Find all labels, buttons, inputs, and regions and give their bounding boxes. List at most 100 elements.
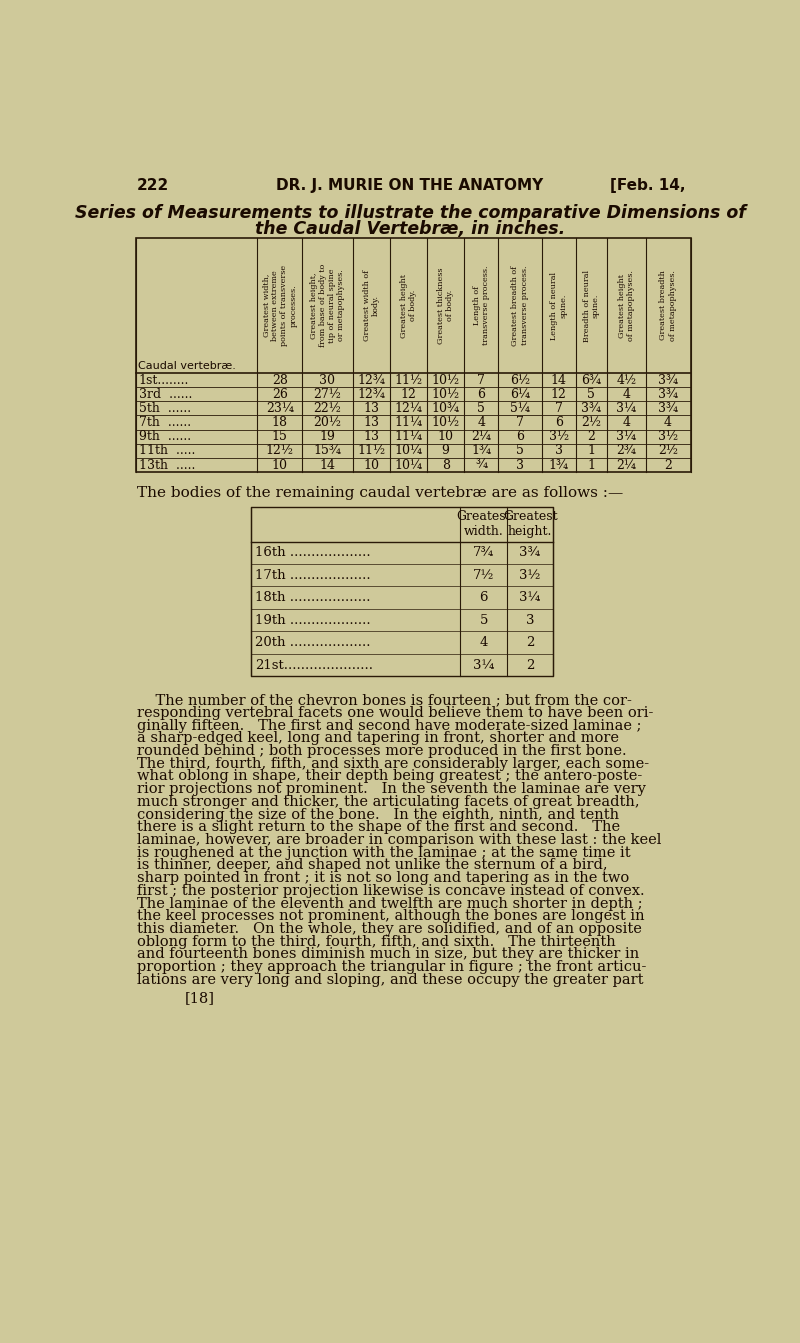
Text: 2: 2 bbox=[587, 430, 595, 443]
Text: 12¾: 12¾ bbox=[358, 373, 386, 387]
Text: is thinner, deeper, and shaped not unlike the sternum of a bird,: is thinner, deeper, and shaped not unlik… bbox=[138, 858, 608, 873]
Text: [18]: [18] bbox=[186, 991, 215, 1006]
Text: Greatest width of
body.: Greatest width of body. bbox=[362, 270, 380, 341]
Text: 5th  ......: 5th ...... bbox=[138, 402, 191, 415]
Text: 3: 3 bbox=[555, 445, 562, 458]
Text: 3¾: 3¾ bbox=[658, 373, 678, 387]
Text: 7½: 7½ bbox=[473, 568, 494, 582]
Text: The bodies of the remaining caudal vertebræ are as follows :—: The bodies of the remaining caudal verte… bbox=[138, 486, 623, 500]
Text: 7: 7 bbox=[516, 416, 524, 428]
Text: 13: 13 bbox=[363, 402, 379, 415]
Text: 3¾: 3¾ bbox=[658, 402, 678, 415]
Text: 7¾: 7¾ bbox=[473, 547, 494, 559]
Text: 13th  .....: 13th ..... bbox=[138, 459, 195, 471]
Text: the Caudal Vertebræ, in inches.: the Caudal Vertebræ, in inches. bbox=[255, 220, 565, 238]
Text: this diameter.   On the whole, they are solidified, and of an opposite: this diameter. On the whole, they are so… bbox=[138, 921, 642, 936]
Text: 20th ...................: 20th ................... bbox=[255, 637, 370, 649]
Text: lations are very long and sloping, and these occupy the greater part: lations are very long and sloping, and t… bbox=[138, 972, 644, 987]
Text: 10½: 10½ bbox=[431, 388, 460, 400]
Text: 4½: 4½ bbox=[616, 373, 636, 387]
Text: Greatest thickness
of body.: Greatest thickness of body. bbox=[437, 267, 454, 344]
Text: Length of
transverse process.: Length of transverse process. bbox=[473, 266, 490, 345]
Text: 1: 1 bbox=[587, 459, 595, 471]
Text: Greatest breadth of
transverse process.: Greatest breadth of transverse process. bbox=[511, 266, 529, 345]
Text: Greatest width,
between extreme
points of transverse
processes.: Greatest width, between extreme points o… bbox=[262, 265, 298, 346]
Text: 222: 222 bbox=[138, 179, 170, 193]
Text: 11¼: 11¼ bbox=[394, 416, 422, 428]
Text: and fourteenth bones diminish much in size, but they are thicker in: and fourteenth bones diminish much in si… bbox=[138, 947, 639, 962]
Text: 30: 30 bbox=[319, 373, 335, 387]
Text: 3¾: 3¾ bbox=[519, 547, 541, 559]
Text: 11½: 11½ bbox=[394, 373, 422, 387]
Text: rounded behind ; both processes more produced in the first bone.: rounded behind ; both processes more pro… bbox=[138, 744, 627, 757]
Text: 3½: 3½ bbox=[658, 430, 678, 443]
Text: 3rd  ......: 3rd ...... bbox=[138, 388, 192, 400]
Text: 3¼: 3¼ bbox=[473, 658, 494, 672]
Text: 26: 26 bbox=[272, 388, 288, 400]
Text: 9th  ......: 9th ...... bbox=[138, 430, 191, 443]
Text: 5: 5 bbox=[516, 445, 524, 458]
Text: 6¾: 6¾ bbox=[582, 373, 602, 387]
Text: 12½: 12½ bbox=[266, 445, 294, 458]
Text: 2½: 2½ bbox=[582, 416, 602, 428]
Text: 11¼: 11¼ bbox=[394, 430, 422, 443]
Text: 3¾: 3¾ bbox=[658, 388, 678, 400]
Text: 18th ...................: 18th ................... bbox=[255, 591, 370, 604]
Text: 6: 6 bbox=[478, 388, 486, 400]
Text: 22½: 22½ bbox=[314, 402, 342, 415]
Text: 3½: 3½ bbox=[519, 568, 541, 582]
Text: ginally fifteen.   The first and second have moderate-sized laminae ;: ginally fifteen. The first and second ha… bbox=[138, 719, 642, 733]
Text: 3: 3 bbox=[516, 459, 524, 471]
Text: ¾: ¾ bbox=[475, 459, 487, 471]
Text: 12¼: 12¼ bbox=[394, 402, 422, 415]
Text: 6½: 6½ bbox=[510, 373, 530, 387]
Text: 18: 18 bbox=[272, 416, 288, 428]
Text: 23¼: 23¼ bbox=[266, 402, 294, 415]
Text: Breadth of neural
spine.: Breadth of neural spine. bbox=[582, 270, 600, 341]
Bar bbox=[251, 506, 554, 677]
Text: 1st........: 1st........ bbox=[138, 373, 189, 387]
Text: 11th  .....: 11th ..... bbox=[138, 445, 195, 458]
Text: 19th ...................: 19th ................... bbox=[255, 614, 370, 627]
Text: rior projections not prominent.   In the seventh the laminae are very: rior projections not prominent. In the s… bbox=[138, 782, 646, 796]
Text: 11½: 11½ bbox=[357, 445, 386, 458]
Text: 2¼: 2¼ bbox=[616, 459, 636, 471]
Text: is roughened at the junction with the laminae ; at the same time it: is roughened at the junction with the la… bbox=[138, 846, 631, 860]
Text: 12¾: 12¾ bbox=[358, 388, 386, 400]
Text: 16th ...................: 16th ................... bbox=[255, 547, 370, 559]
Text: much stronger and thicker, the articulating facets of great breadth,: much stronger and thicker, the articulat… bbox=[138, 795, 640, 808]
Text: the keel processes not prominent, although the bones are longest in: the keel processes not prominent, althou… bbox=[138, 909, 645, 923]
Text: 7: 7 bbox=[555, 402, 562, 415]
Text: 1¾: 1¾ bbox=[549, 459, 569, 471]
Text: Greatest
width.: Greatest width. bbox=[456, 510, 511, 539]
Text: Greatest
height.: Greatest height. bbox=[503, 510, 558, 539]
Text: 10½: 10½ bbox=[431, 373, 460, 387]
Text: The laminae of the eleventh and twelfth are much shorter in depth ;: The laminae of the eleventh and twelfth … bbox=[138, 897, 643, 911]
Text: 2¼: 2¼ bbox=[471, 430, 491, 443]
Text: 3½: 3½ bbox=[549, 430, 569, 443]
Text: oblong form to the third, fourth, fifth, and sixth.   The thirteenth: oblong form to the third, fourth, fifth,… bbox=[138, 935, 616, 948]
Text: 20½: 20½ bbox=[314, 416, 342, 428]
Text: DR. J. MURIE ON THE ANATOMY: DR. J. MURIE ON THE ANATOMY bbox=[276, 179, 544, 193]
Text: 10½: 10½ bbox=[431, 416, 460, 428]
Text: Series of Measurements to illustrate the comparative Dimensions of: Series of Measurements to illustrate the… bbox=[74, 204, 746, 222]
Text: 10¼: 10¼ bbox=[394, 459, 422, 471]
Bar bbox=[136, 238, 690, 473]
Text: 4: 4 bbox=[664, 416, 672, 428]
Text: 19: 19 bbox=[319, 430, 335, 443]
Text: 13: 13 bbox=[363, 416, 379, 428]
Text: 10¾: 10¾ bbox=[431, 402, 460, 415]
Text: proportion ; they approach the triangular in figure ; the front articu-: proportion ; they approach the triangula… bbox=[138, 960, 646, 974]
Text: Greatest height
of metapophyses.: Greatest height of metapophyses. bbox=[618, 270, 635, 341]
Text: 2: 2 bbox=[526, 637, 534, 649]
Text: Caudal vertebræ.: Caudal vertebræ. bbox=[138, 361, 236, 371]
Text: [Feb. 14,: [Feb. 14, bbox=[610, 179, 685, 193]
Text: 3¼: 3¼ bbox=[519, 591, 541, 604]
Text: 7: 7 bbox=[478, 373, 486, 387]
Text: 14: 14 bbox=[319, 459, 335, 471]
Text: 4: 4 bbox=[479, 637, 488, 649]
Text: laminae, however, are broader in comparison with these last : the keel: laminae, however, are broader in compari… bbox=[138, 833, 662, 847]
Text: a sharp-edged keel, long and tapering in front, shorter and more: a sharp-edged keel, long and tapering in… bbox=[138, 732, 619, 745]
Text: 14: 14 bbox=[550, 373, 566, 387]
Text: there is a slight return to the shape of the first and second.   The: there is a slight return to the shape of… bbox=[138, 821, 620, 834]
